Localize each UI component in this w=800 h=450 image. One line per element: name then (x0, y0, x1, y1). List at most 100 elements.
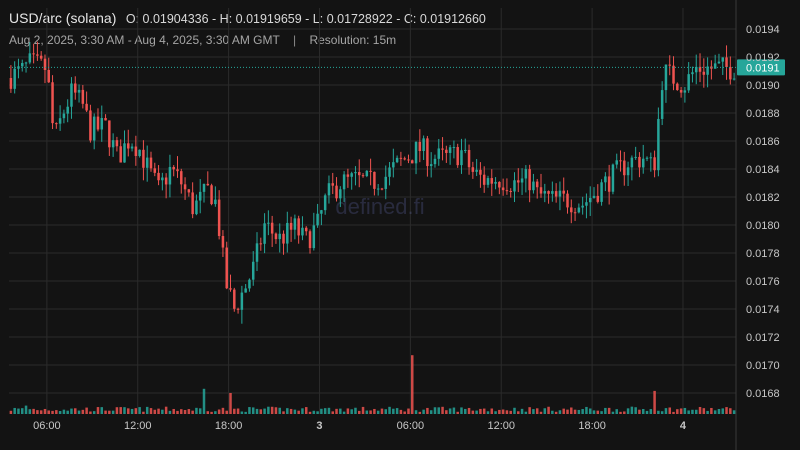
volume-bar (297, 410, 300, 414)
candle-body (312, 225, 316, 249)
candle-body (127, 143, 130, 149)
candle-body (206, 183, 210, 186)
volume-bar (524, 411, 528, 414)
y-tick-label: 0.0188 (746, 108, 780, 120)
candle-body (176, 169, 179, 172)
x-tick-label: 18:00 (578, 420, 606, 432)
volume-bar (191, 410, 194, 414)
candle-body (202, 183, 206, 192)
volume-bar (403, 411, 406, 414)
volume-bar (433, 407, 437, 414)
volume-bar (498, 409, 501, 414)
candle-body (399, 157, 403, 159)
candle-body (581, 205, 584, 208)
candle-body (92, 116, 96, 141)
candle-body (577, 207, 581, 213)
volume-bar (240, 411, 244, 414)
volume-bar (460, 407, 463, 414)
candle-body (74, 83, 77, 93)
candle-body (437, 148, 441, 159)
volume-bar (657, 410, 660, 414)
candle-body (244, 288, 247, 293)
candle-body (691, 72, 694, 75)
candle-body (225, 247, 228, 289)
candle-body (467, 149, 471, 168)
candle-body (270, 222, 274, 234)
candle-body (460, 150, 463, 166)
candle-body (384, 176, 388, 189)
price-axis[interactable]: 0.0194 0.0192 0.0190 0.0188 0.0186 0.0184 0.01… (746, 24, 780, 400)
candle-body (676, 83, 679, 91)
candle-body (304, 227, 308, 232)
candle-body (600, 182, 603, 202)
candle-body (626, 167, 630, 176)
volume-bar (464, 408, 467, 414)
candle-body (407, 159, 410, 161)
volume-bar (388, 406, 391, 414)
candle-body (255, 243, 259, 262)
volume-bars (9, 355, 736, 414)
volume-bar (600, 411, 603, 414)
candle-body (641, 158, 645, 168)
candle-body (214, 199, 217, 205)
candle-body (134, 146, 138, 157)
candle-body (221, 236, 225, 248)
candle-body (346, 174, 350, 177)
volume-bar (327, 407, 331, 414)
candle-body (308, 231, 312, 249)
volume-bar (392, 408, 395, 414)
candle-body (164, 177, 168, 185)
candle-body (721, 57, 724, 62)
volume-bar (494, 411, 497, 414)
volume-bar (342, 411, 346, 414)
candle-body (607, 176, 611, 192)
candle-body (452, 147, 456, 149)
time-axis[interactable]: 06:00 12:00 18:00 3 06:00 12:00 18:00 4 (33, 420, 687, 432)
volume-bar (672, 411, 675, 414)
volume-bar (437, 407, 441, 414)
volume-bar (104, 410, 107, 414)
candle-body (21, 63, 24, 67)
candle-body (725, 57, 728, 67)
candle-body (161, 177, 164, 181)
candle-body (51, 82, 54, 124)
volume-bar (312, 410, 316, 414)
volume-bar (683, 407, 687, 414)
candle-body (713, 63, 717, 69)
volume-bar (210, 411, 213, 414)
volume-bar (123, 407, 126, 414)
volume-bar (513, 407, 516, 414)
candle-body (517, 180, 520, 183)
candle-body (418, 141, 422, 151)
volume-bar (206, 411, 210, 414)
volume-bar (138, 407, 141, 414)
candle-body (327, 183, 331, 196)
candle-body (411, 160, 414, 164)
candle-body (672, 65, 675, 84)
candle-body (172, 166, 175, 170)
candle-body (649, 157, 653, 159)
volume-bar (108, 410, 111, 414)
candle-body (142, 149, 145, 168)
x-tick-label: 12:00 (124, 420, 152, 432)
candle-body (248, 279, 251, 289)
volume-bar (422, 409, 425, 414)
candle-body (524, 169, 528, 179)
y-tick-label: 0.0178 (746, 248, 780, 260)
volume-bar (221, 407, 225, 414)
volume-bar (350, 409, 353, 414)
y-tick-label: 0.0194 (746, 24, 780, 36)
volume-bar (395, 408, 399, 414)
candle-body (115, 140, 119, 147)
candle-body (729, 66, 732, 80)
volume-bar (217, 409, 221, 414)
candle-body (187, 189, 191, 193)
volume-bar (380, 408, 384, 414)
candle-body (501, 187, 505, 191)
volume-bar (248, 407, 251, 414)
volume-bar (706, 410, 709, 414)
volume-bar (164, 406, 168, 414)
volume-bar (426, 407, 429, 414)
candle-body (210, 185, 213, 205)
